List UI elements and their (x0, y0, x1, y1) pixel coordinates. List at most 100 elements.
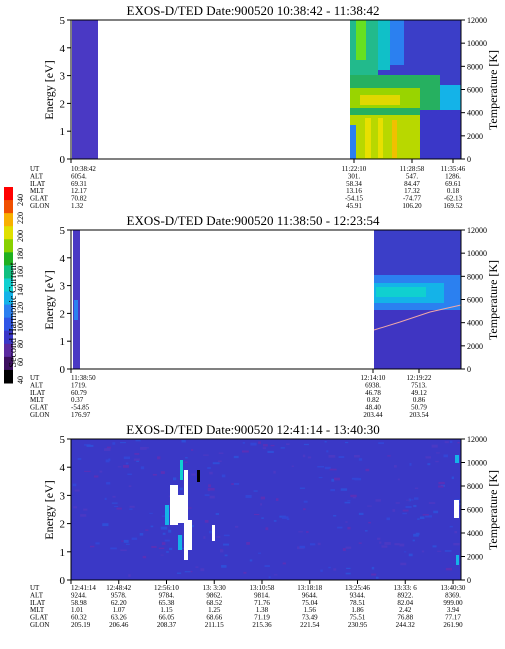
speckle (86, 444, 94, 447)
speckle (273, 470, 276, 474)
speckle (99, 470, 103, 473)
orbit-cell: 211.15 (205, 621, 224, 629)
speckle (433, 510, 439, 514)
speckle (258, 441, 261, 444)
orbit-cell: 0.82 (367, 396, 380, 404)
orbit-cell: 75.04 (302, 599, 318, 607)
y-tick-label: 1 (60, 547, 66, 559)
colorbar-swatch (4, 226, 13, 240)
speckle (371, 573, 377, 576)
speckle (84, 470, 91, 472)
panel-3-orbit-table: UTALTILATMLTGLATGLON12:41:149244.58.981.… (30, 580, 466, 629)
speckle (221, 474, 226, 478)
orbit-row-label: ALT (30, 172, 44, 180)
orbit-cell: 215.36 (252, 621, 272, 629)
speckle (406, 499, 411, 501)
speckle (303, 443, 309, 446)
speckle (306, 531, 309, 533)
speckle (245, 494, 252, 498)
speckle (451, 476, 454, 480)
speckle (200, 568, 205, 572)
speckle (217, 460, 222, 463)
speckle (171, 525, 174, 527)
orbit-cell: -54.85 (71, 404, 90, 412)
panel-2-axes: 0 1 2 3 4 5 0 2000 4000 6000 8000 10000 12000 (60, 225, 488, 376)
speckle (351, 477, 359, 480)
speckle (270, 444, 275, 447)
y-right-tick-label: 0 (467, 155, 471, 164)
panel-2-heatmap (70, 229, 462, 370)
orbit-row-label: MLT (30, 606, 45, 614)
orbit-cell: 78.51 (350, 599, 366, 607)
y-tick-label: 0 (60, 154, 66, 166)
orbit-cell: 58.98 (71, 599, 87, 607)
y-tick-label: 5 (60, 225, 66, 237)
speckle (216, 536, 221, 538)
speckle (223, 543, 229, 546)
speckle (133, 458, 140, 461)
panel-1-orbit-table: UTALTILATMLTGLATGLON10:38:426054.69.3112… (30, 159, 466, 210)
orbit-row-label: GLAT (30, 614, 49, 622)
speckle (127, 473, 132, 476)
speckle (345, 546, 352, 549)
orbit-cell: 75.51 (350, 614, 366, 622)
panel-1-ylabel: Energy [eV] (42, 60, 56, 119)
speckle (207, 467, 211, 470)
speckle (281, 516, 289, 519)
speckle (345, 572, 351, 575)
y-right-tick-label: 2000 (467, 132, 483, 141)
speckle (342, 548, 346, 552)
speckle (212, 462, 220, 465)
speckle (179, 487, 183, 491)
speckle (445, 567, 453, 571)
panel-1-axes: 0 1 2 3 4 5 0 2000 4000 6000 8000 10000 12000 (60, 15, 488, 166)
speckle (457, 441, 460, 444)
y-right-tick-label: 2000 (467, 553, 483, 562)
speckle (333, 515, 337, 517)
speckle (215, 513, 220, 516)
orbit-cell: 63.26 (111, 614, 127, 622)
orbit-cell: 60.79 (71, 389, 87, 397)
speckle (329, 468, 337, 471)
speckle (397, 478, 400, 481)
colorbar-tick-label: 220 (16, 212, 25, 224)
y-tick-label: 5 (60, 15, 66, 27)
speckle (358, 542, 362, 544)
speckle (368, 521, 371, 524)
orbit-cell: 62.20 (111, 599, 127, 607)
speckle (223, 534, 230, 537)
orbit-cell: 1286. (445, 172, 461, 180)
speckle (185, 457, 188, 459)
speckle (435, 460, 439, 463)
speckle (267, 450, 274, 454)
speckle (358, 512, 364, 515)
speckle (142, 555, 147, 559)
orbit-cell: 11:35:46 (441, 165, 466, 173)
speckle (399, 543, 405, 547)
speckle (160, 554, 164, 556)
speckle (208, 530, 214, 534)
orbit-cell: 9644. (302, 591, 318, 599)
y-right-tick-label: 0 (467, 576, 471, 585)
speckle (273, 574, 278, 576)
speckle (340, 488, 348, 491)
orbit-cell: 71.76 (254, 599, 270, 607)
speckle (425, 456, 432, 459)
speckle (242, 441, 245, 444)
orbit-cell: 11:28:58 (400, 165, 425, 173)
colorbar-swatch (4, 343, 13, 358)
speckle (250, 442, 257, 446)
speckle (125, 543, 130, 545)
y-tick-label: 3 (60, 490, 66, 502)
speckle (299, 487, 305, 489)
speckle (123, 539, 129, 543)
speckle (104, 497, 107, 500)
orbit-cell: 69.31 (71, 180, 87, 188)
speckle (324, 441, 327, 443)
speckle (386, 517, 391, 521)
speckle (328, 566, 331, 569)
colorbar-label: Second Harmonic Current (8, 262, 19, 367)
speckle (72, 483, 77, 487)
orbit-cell: 1.86 (351, 606, 364, 614)
panel-2-data-block-b (373, 230, 462, 369)
